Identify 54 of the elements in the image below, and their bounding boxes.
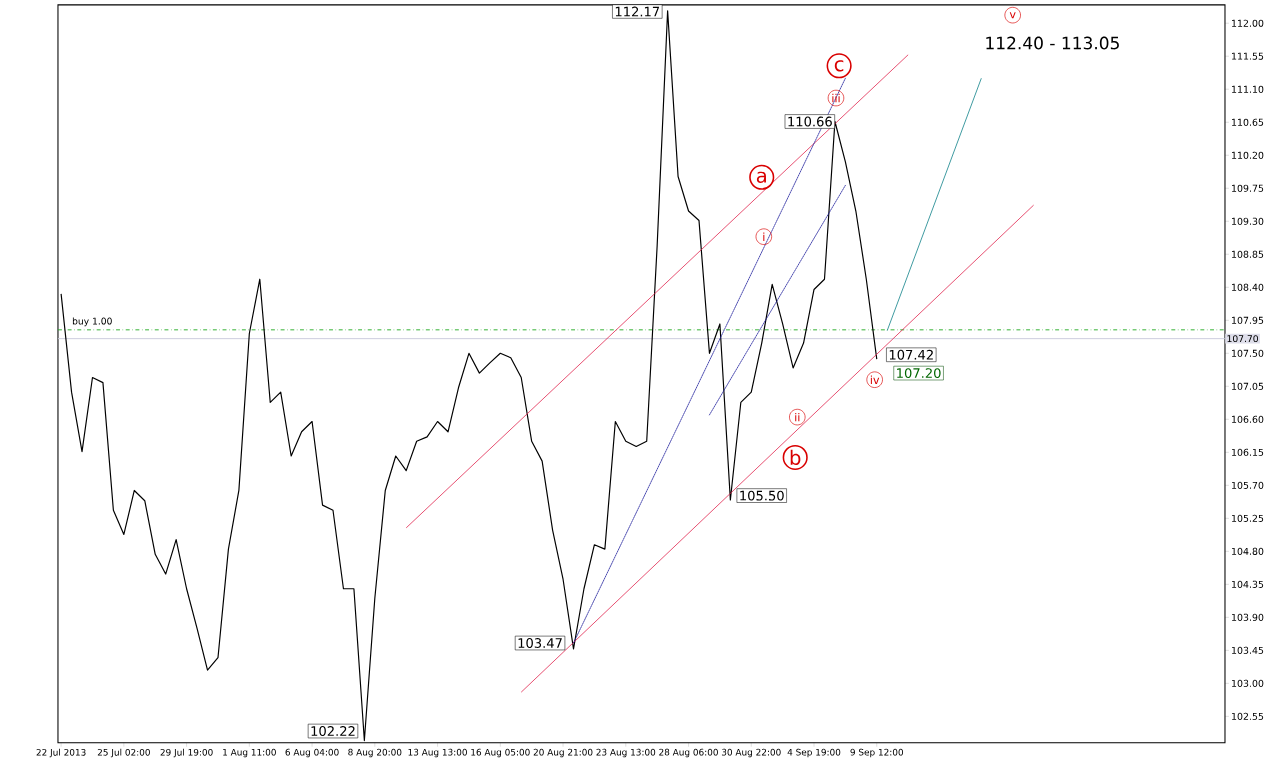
annotation: i bbox=[763, 232, 765, 241]
y-tick-label: 110.20 bbox=[1232, 151, 1264, 159]
y-tick-label: 107.05 bbox=[1232, 382, 1264, 390]
y-tick-label: 103.90 bbox=[1232, 613, 1264, 621]
annotation: 107.20 bbox=[897, 367, 941, 378]
annotation: 110.66 bbox=[788, 116, 832, 127]
annotation: 102.22 bbox=[311, 725, 355, 736]
y-tick-label: 111.55 bbox=[1232, 52, 1264, 60]
annotation: v bbox=[1009, 11, 1016, 18]
x-tick-label: 1 Aug 11:00 bbox=[223, 748, 276, 758]
x-tick-label: 28 Aug 06:00 bbox=[659, 748, 718, 758]
annotation: 112.17 bbox=[615, 6, 660, 17]
y-tick-label: 103.45 bbox=[1232, 646, 1264, 654]
y-tick-label: 111.10 bbox=[1232, 85, 1264, 93]
y-tick-label: 106.60 bbox=[1232, 415, 1264, 423]
y-tick-label: 109.30 bbox=[1232, 217, 1264, 225]
y-tick-label: 107.50 bbox=[1232, 349, 1264, 357]
x-tick-label: 25 Jul 02:00 bbox=[97, 748, 150, 758]
annotation: b bbox=[790, 449, 801, 465]
x-tick-label: 20 Aug 21:00 bbox=[533, 748, 593, 758]
annotation: 112.40 - 113.05 bbox=[986, 36, 1119, 50]
annotation: 105.50 bbox=[740, 490, 784, 501]
x-tick-label: 22 Jul 2013 bbox=[36, 748, 86, 758]
annotation: 107.42 bbox=[889, 349, 933, 360]
annotation: a bbox=[756, 171, 766, 183]
x-tick-label: 29 Jul 19:00 bbox=[160, 748, 213, 758]
y-tick-label: 102.55 bbox=[1232, 712, 1264, 720]
annotation: iii bbox=[832, 93, 840, 103]
y-tick-label: 104.80 bbox=[1232, 547, 1264, 555]
y-tick-label: 105.25 bbox=[1232, 514, 1264, 522]
annotation: c bbox=[834, 59, 844, 72]
x-tick-label: 9 Sep 12:00 bbox=[850, 748, 904, 758]
y-tick-label: 109.75 bbox=[1232, 184, 1264, 192]
ref-line-label: buy 1.00 bbox=[72, 317, 112, 327]
x-tick-label: 13 Aug 13:00 bbox=[408, 748, 467, 758]
annotation: iv bbox=[870, 375, 880, 384]
x-tick-label: 4 Sep 19:00 bbox=[787, 748, 841, 758]
y-tick-label: 104.35 bbox=[1232, 580, 1264, 588]
y-tick-label: 106.15 bbox=[1232, 448, 1264, 456]
x-tick-label: 6 Aug 04:00 bbox=[285, 748, 339, 758]
y-tick-label: 110.65 bbox=[1232, 118, 1264, 126]
annotation: ii bbox=[795, 412, 800, 422]
x-tick-label: 23 Aug 13:00 bbox=[596, 748, 656, 758]
annotation: 103.47 bbox=[518, 637, 562, 648]
y-tick-label: 108.40 bbox=[1232, 283, 1264, 291]
x-tick-label: 30 Aug 22:00 bbox=[721, 748, 781, 758]
x-tick-label: 8 Aug 20:00 bbox=[348, 748, 402, 758]
x-tick-label: 16 Aug 05:00 bbox=[471, 748, 530, 758]
y-tick-label: 103.00 bbox=[1232, 679, 1264, 687]
ref-line-label: 107.70 bbox=[1227, 334, 1258, 342]
y-tick-label: 107.95 bbox=[1232, 316, 1264, 324]
y-tick-label: 112.00 bbox=[1232, 19, 1264, 27]
y-tick-label: 108.85 bbox=[1232, 250, 1264, 258]
y-tick-label: 105.70 bbox=[1232, 481, 1264, 489]
